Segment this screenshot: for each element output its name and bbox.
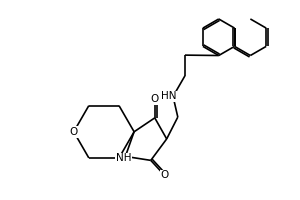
Text: O: O <box>70 127 78 137</box>
Text: O: O <box>160 170 169 180</box>
Text: O: O <box>151 94 159 104</box>
Text: NH: NH <box>116 153 131 163</box>
Text: HN: HN <box>160 91 176 101</box>
